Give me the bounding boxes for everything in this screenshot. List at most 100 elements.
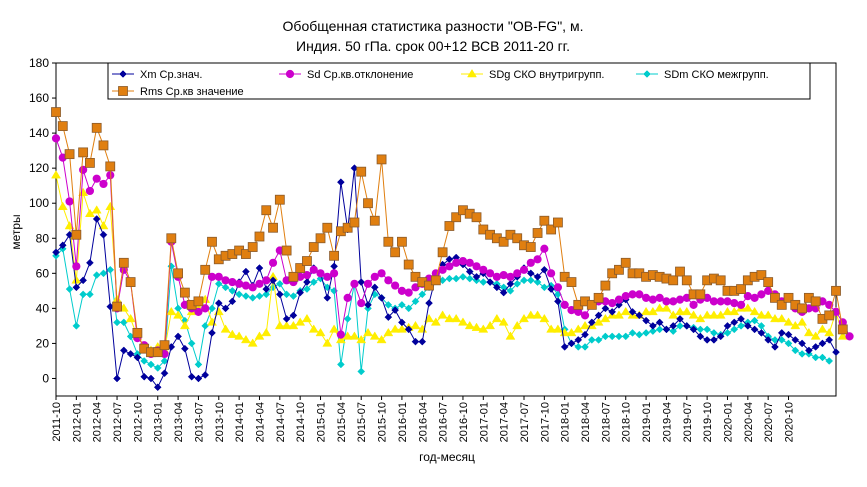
data-point	[79, 276, 87, 285]
legend-item: Rms Ср.кв значение	[112, 86, 244, 98]
data-point	[763, 277, 774, 287]
data-point	[655, 318, 664, 327]
x-tick-label: 2020-10	[784, 402, 796, 442]
data-point	[242, 292, 250, 300]
data-point	[201, 322, 210, 330]
legend-marker	[285, 69, 295, 79]
data-point	[227, 329, 238, 338]
data-point	[770, 292, 780, 303]
data-point	[126, 350, 135, 358]
data-point	[675, 295, 685, 304]
data-point	[315, 233, 326, 244]
data-point	[824, 310, 835, 321]
data-point	[316, 269, 325, 278]
data-point	[770, 313, 780, 323]
data-point	[763, 310, 774, 319]
data-point	[391, 281, 400, 290]
data-point	[750, 316, 759, 325]
data-point	[390, 247, 401, 258]
data-point	[241, 281, 251, 290]
data-point	[132, 328, 143, 338]
legend-marker	[118, 86, 128, 96]
data-point	[179, 287, 190, 298]
data-point	[696, 332, 705, 341]
data-point	[513, 279, 522, 288]
data-point	[208, 329, 216, 337]
data-point	[791, 346, 800, 355]
legend-marker	[119, 70, 127, 78]
data-point	[302, 256, 312, 266]
data-point	[153, 383, 162, 392]
data-point	[465, 274, 474, 283]
data-point	[329, 324, 340, 333]
x-tick-label: 2012-01	[71, 402, 83, 442]
data-point	[370, 272, 379, 281]
data-point	[71, 229, 82, 240]
data-point	[363, 279, 373, 288]
data-point	[323, 293, 332, 302]
data-point	[818, 353, 827, 362]
data-point	[363, 198, 373, 209]
data-point	[635, 311, 644, 320]
data-point	[832, 348, 840, 357]
data-point	[452, 258, 461, 267]
x-tick-label: 2014-10	[295, 402, 307, 442]
data-point	[323, 272, 332, 281]
data-point	[369, 331, 380, 340]
data-point	[825, 336, 834, 344]
data-point	[776, 299, 787, 310]
data-point	[688, 310, 699, 319]
y-tick-label: 120	[29, 161, 49, 175]
data-point	[587, 336, 596, 344]
data-point	[364, 301, 372, 309]
data-point	[798, 339, 806, 348]
data-point	[221, 283, 230, 292]
x-tick-label: 2012-10	[132, 402, 144, 442]
data-point	[771, 343, 779, 351]
data-point	[512, 320, 523, 330]
x-tick-label: 2014-04	[254, 402, 266, 442]
data-point	[737, 315, 745, 323]
data-point	[757, 329, 766, 337]
series-5	[51, 107, 848, 358]
y-tick-label: 180	[29, 56, 49, 70]
data-point	[831, 285, 841, 296]
data-point	[811, 353, 820, 362]
data-point	[608, 299, 617, 308]
x-tick-label: 2017-04	[499, 402, 511, 442]
y-tick-label: 20	[36, 336, 50, 350]
data-point	[281, 245, 292, 256]
data-point	[708, 310, 719, 319]
data-point	[357, 367, 366, 376]
data-point	[296, 288, 305, 297]
data-point	[615, 332, 623, 341]
data-point	[160, 369, 169, 378]
data-point	[783, 292, 794, 303]
data-point	[425, 299, 433, 307]
data-point	[159, 340, 170, 351]
data-point	[797, 303, 807, 314]
data-point	[526, 276, 535, 285]
legend-label: SDg СКО внутригрупп.	[489, 69, 605, 81]
data-point	[99, 179, 108, 189]
data-point	[153, 364, 162, 372]
data-point	[288, 271, 299, 282]
legend-marker	[467, 69, 477, 78]
data-point	[580, 320, 590, 330]
data-point	[586, 299, 597, 310]
data-point	[220, 324, 231, 333]
data-point	[682, 322, 691, 330]
x-tick-label: 2020-07	[763, 402, 775, 442]
data-point	[736, 300, 746, 309]
data-point	[642, 316, 650, 325]
data-point	[160, 357, 169, 365]
data-point	[742, 303, 753, 312]
data-point	[498, 236, 509, 247]
data-point	[600, 280, 611, 291]
data-point	[655, 293, 664, 302]
data-point	[384, 301, 393, 309]
data-point	[784, 339, 793, 348]
data-point	[723, 329, 732, 337]
data-point	[398, 318, 406, 327]
data-point	[492, 272, 501, 281]
